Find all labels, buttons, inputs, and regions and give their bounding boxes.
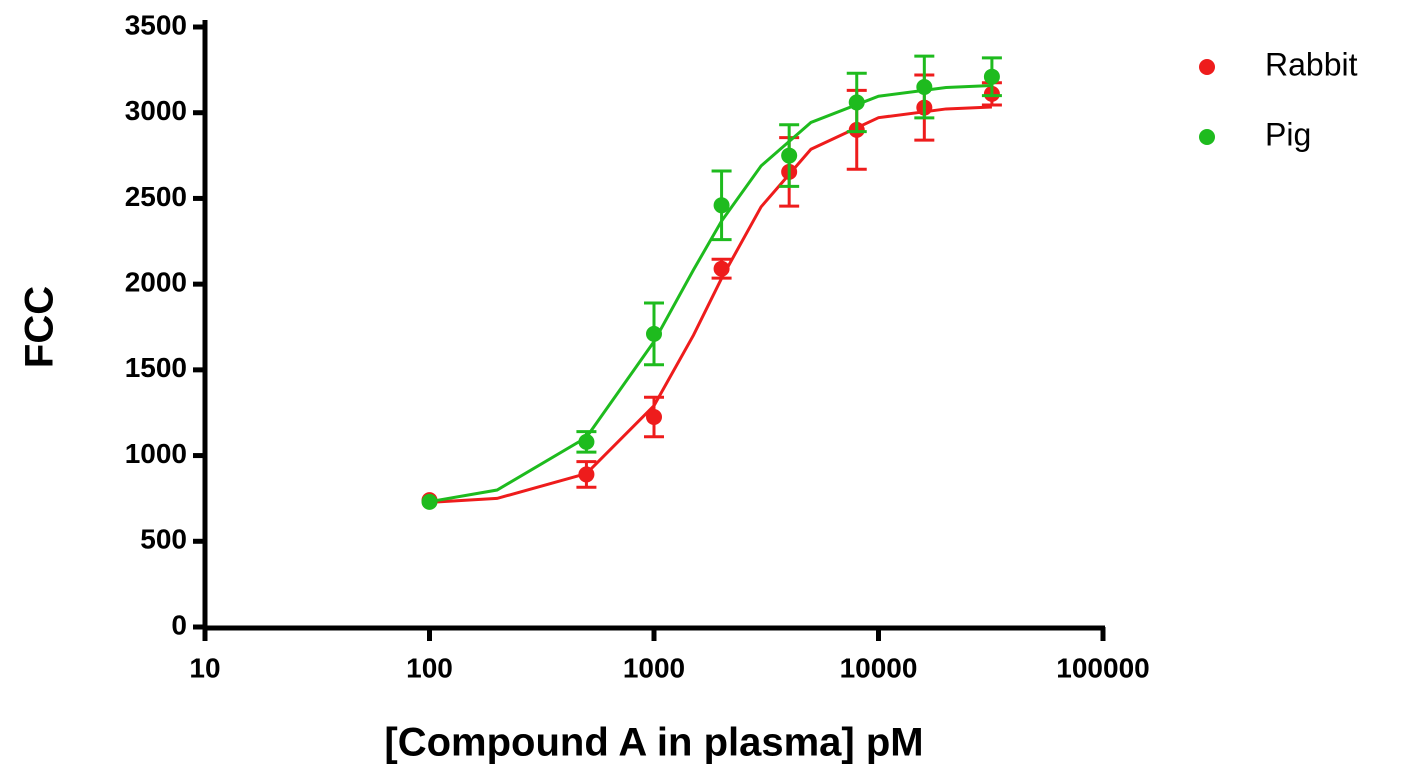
x-tick-label: 10000 <box>840 652 918 683</box>
x-tick-label: 1000 <box>623 652 685 683</box>
legend-marker <box>1199 129 1215 145</box>
legend-label: Rabbit <box>1265 46 1358 82</box>
y-tick-label: 2500 <box>125 181 187 212</box>
data-point <box>713 260 730 277</box>
fit-curve <box>429 105 992 504</box>
y-tick-label: 3500 <box>125 9 187 40</box>
y-tick-label: 0 <box>171 609 187 640</box>
y-axis-title: FCC <box>18 286 62 368</box>
data-point <box>578 433 595 450</box>
y-tick-label: 1500 <box>125 352 187 383</box>
x-tick-label: 10 <box>189 652 220 683</box>
y-tick-label: 3000 <box>125 95 187 126</box>
data-point <box>983 68 1000 85</box>
legend-label: Pig <box>1265 116 1311 152</box>
x-tick-label: 100000 <box>1056 652 1149 683</box>
data-point <box>781 147 798 164</box>
y-tick-label: 1000 <box>125 438 187 469</box>
legend-marker <box>1199 59 1215 75</box>
data-point <box>848 94 865 111</box>
data-point <box>646 325 662 342</box>
x-axis-title: [Compound A in plasma] pM <box>384 721 923 765</box>
y-tick-label: 500 <box>140 524 187 555</box>
data-point <box>421 493 438 510</box>
data-point <box>713 197 730 214</box>
data-point <box>916 79 933 95</box>
data-point <box>646 409 662 425</box>
fit-curve <box>429 83 992 504</box>
data-point <box>578 466 595 483</box>
x-tick-label: 100 <box>406 652 453 683</box>
y-tick-label: 2000 <box>125 267 187 298</box>
